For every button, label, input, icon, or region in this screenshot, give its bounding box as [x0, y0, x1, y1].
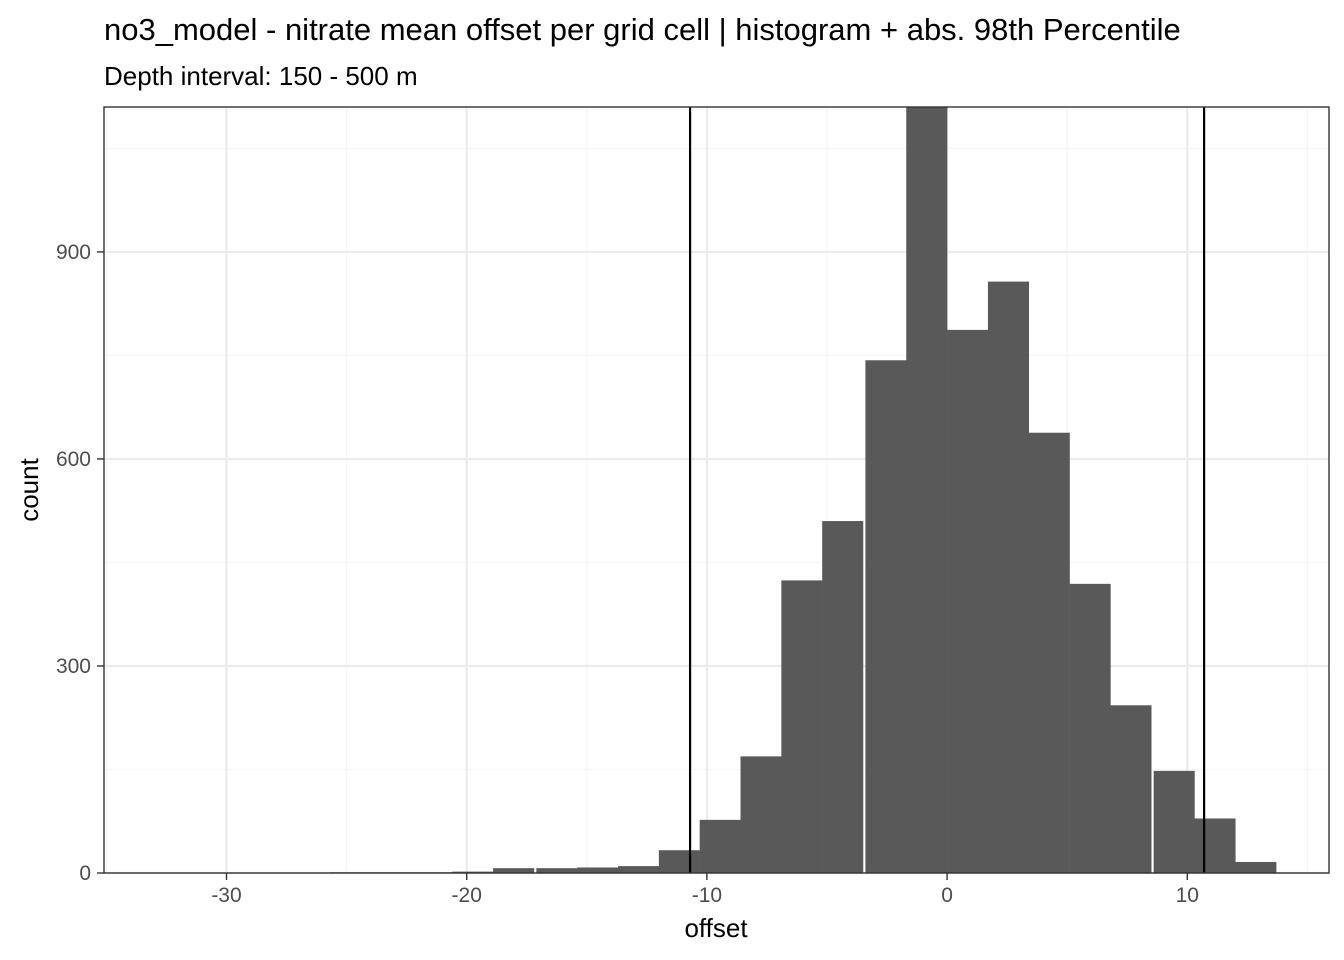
x-tick-label: -10 [692, 884, 722, 907]
histogram-bar [493, 868, 535, 873]
histogram-bar [536, 868, 578, 873]
histogram-bars [329, 107, 1277, 874]
histogram-bar [822, 521, 864, 873]
percentile-lines [688, 107, 1206, 873]
histogram-bar [1153, 770, 1195, 873]
histogram-bar [906, 107, 948, 873]
y-tick-label: 900 [56, 241, 91, 264]
x-axis-title: offset [684, 913, 748, 943]
y-axis: 0 300 600 900 [56, 241, 104, 885]
panel-frame [103, 106, 1330, 874]
histogram-bar [1235, 861, 1277, 873]
histogram-bar [740, 756, 782, 873]
histogram-bar [577, 867, 619, 873]
chart-title: no3_model - nitrate mean offset per grid… [104, 12, 1181, 47]
histogram-bar [865, 360, 907, 873]
histogram-bar [781, 580, 823, 873]
y-axis-title: count [14, 457, 44, 521]
histogram-bar [618, 866, 660, 873]
panel-border [103, 106, 1330, 874]
histogram-bar [1110, 705, 1152, 873]
y-tick-label: 0 [79, 862, 91, 885]
x-tick-label: -30 [211, 884, 241, 907]
histogram-bar [1028, 432, 1070, 873]
histogram-bar [947, 329, 989, 873]
x-tick-label: -20 [452, 884, 482, 907]
histogram-bar [987, 281, 1029, 874]
y-tick-label: 600 [56, 448, 91, 471]
chart-subtitle: Depth interval: 150 - 500 m [104, 61, 418, 91]
y-tick-label: 300 [56, 655, 91, 678]
x-tick-label: 10 [1176, 884, 1199, 907]
histogram-bar [699, 819, 741, 873]
histogram-bar [1069, 583, 1111, 873]
histogram-bar [1194, 818, 1236, 873]
histogram-bar [658, 850, 700, 873]
x-tick-label: 0 [941, 884, 953, 907]
x-axis: -30 -20 -10 0 10 [211, 873, 1199, 907]
